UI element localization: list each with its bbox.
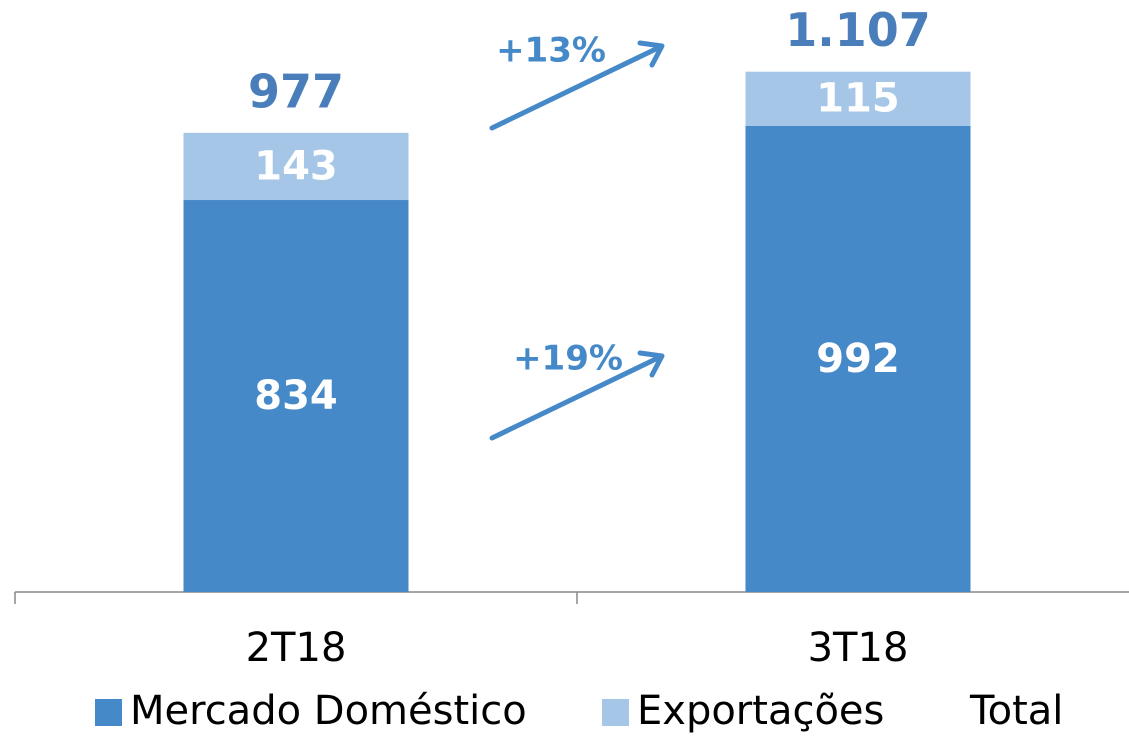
total-label: 1.107 <box>785 3 931 57</box>
annotation: +19% <box>513 339 623 379</box>
arrow-head <box>637 350 665 378</box>
legend-label: Total <box>969 688 1063 734</box>
bar-segment <box>745 125 971 592</box>
data-label: 992 <box>816 336 900 382</box>
legend-marker <box>95 699 122 726</box>
bar-segment <box>183 200 409 592</box>
legend-label: Exportações <box>637 688 884 734</box>
annotation: +13% <box>496 31 606 71</box>
x-tick-label: 2T18 <box>246 625 347 671</box>
bar-segment <box>745 71 971 126</box>
data-label: 834 <box>254 373 338 419</box>
data-label: 115 <box>816 76 900 122</box>
arrow <box>489 44 663 131</box>
arrow <box>489 354 663 441</box>
x-tick-label: 3T18 <box>808 625 909 671</box>
legend-label: Mercado Doméstico <box>130 688 527 734</box>
legend-marker <box>602 699 629 726</box>
bar-segment <box>183 132 409 201</box>
data-label: 143 <box>254 143 338 189</box>
arrow-head <box>637 40 665 68</box>
total-label: 977 <box>248 64 344 118</box>
